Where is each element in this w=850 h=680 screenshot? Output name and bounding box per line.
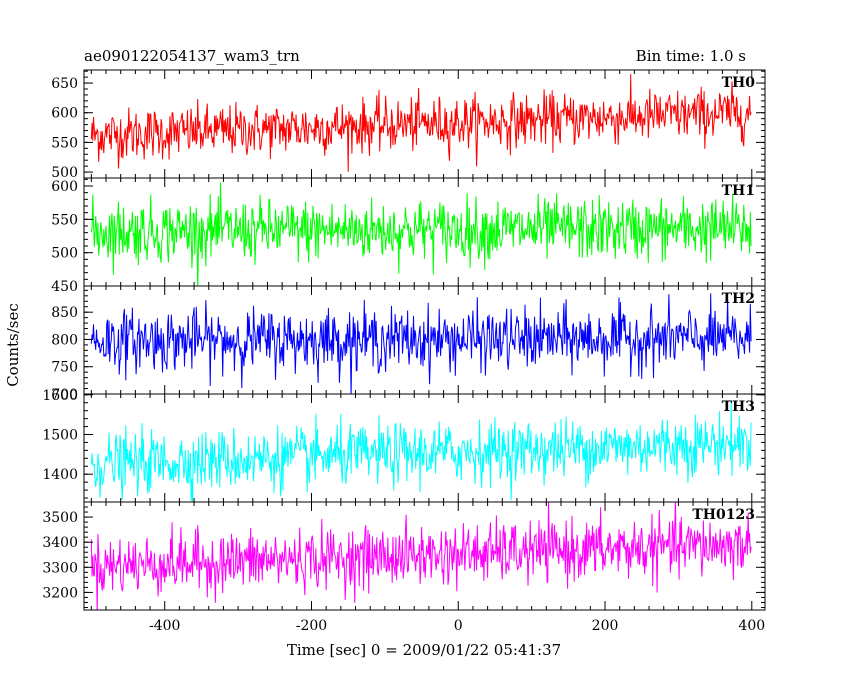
panel-label-th3: TH3 <box>722 399 755 415</box>
y-tick-label: 550 <box>51 212 78 228</box>
series-line-th2 <box>90 293 752 394</box>
panel-th0123: 3200 3300 3400 3500 TH0123 <box>42 501 766 611</box>
x-axis-label: Time [sec] 0 = 2009/01/22 05:41:37 <box>287 641 561 659</box>
y-tick-label: 3300 <box>42 560 78 576</box>
y-tick-label: 3500 <box>42 510 78 526</box>
series-line-th0 <box>90 74 752 172</box>
y-tick-label: 3200 <box>42 585 78 601</box>
panel-th3: 1400 1500 1600 TH3 <box>42 388 766 503</box>
panel-label-th1: TH1 <box>722 183 755 199</box>
x-tick-label: -400 <box>149 618 180 634</box>
y-tick-label: 750 <box>51 360 78 376</box>
x-tick-label: -200 <box>296 618 327 634</box>
panel-label-th2: TH2 <box>722 291 755 307</box>
y-tick-label: 1500 <box>42 428 78 444</box>
y-tick-label: 600 <box>51 179 78 195</box>
y-tick-label: 800 <box>51 332 78 348</box>
x-tick-label: 400 <box>738 618 765 634</box>
y-tick-label: 600 <box>51 106 78 122</box>
series-line-th3 <box>90 400 752 502</box>
y-tick-label: 650 <box>51 76 78 92</box>
panel-th1: 450 500 550 600 TH1 <box>51 177 766 295</box>
chart-title: ae090122054137_wam3_trn <box>84 47 300 65</box>
y-tick-label: 1600 <box>42 388 78 404</box>
panel-frame-th0123 <box>83 501 766 611</box>
y-tick-label: 3400 <box>42 535 78 551</box>
y-tick-label: 850 <box>51 305 78 321</box>
series-line-th1 <box>90 182 752 286</box>
x-tick-label: 0 <box>454 618 463 634</box>
y-tick-label: 550 <box>51 135 78 151</box>
panel-th0: 500 550 600 650 TH0 <box>51 69 766 181</box>
panel-label-th0123: TH0123 <box>692 507 755 523</box>
y-tick-label: 700 <box>51 387 78 403</box>
x-tick-label: 200 <box>592 618 619 634</box>
series-line-th0123 <box>90 502 752 610</box>
panel-th2: 700 750 800 850 TH2 <box>51 285 766 403</box>
panel-label-th0: TH0 <box>722 75 756 91</box>
y-tick-label: 1400 <box>42 467 78 483</box>
y-axis-label: Counts/sec <box>4 303 22 387</box>
y-tick-label: 450 <box>51 279 78 295</box>
panels-group: 500 550 600 650 TH0 450 500 550 600 TH1 700 750 800 8… <box>42 69 766 611</box>
y-tick-label: 500 <box>51 246 78 262</box>
y-tick-label: 500 <box>51 165 78 181</box>
bin-time-label: Bin time: 1.0 s <box>636 47 746 65</box>
x-axis: -400 -200 0 200 400 <box>149 618 765 634</box>
